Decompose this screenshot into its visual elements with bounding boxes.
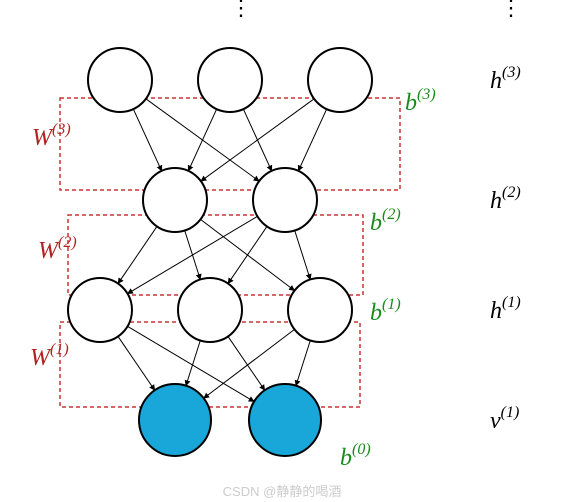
ellipsis-icon: ⋮ — [230, 0, 252, 20]
bias-label: b(2) — [370, 206, 401, 236]
network-diagram: ⋮ ⋮ W(3) W(2) W(1) b(3) b(2) b(1) b(0) h(3) h(2) h(… — [0, 0, 564, 502]
watermark: CSDN @静静的喝酒 — [223, 484, 342, 499]
edge — [296, 340, 310, 385]
bias-label: b(0) — [340, 441, 371, 471]
hidden-node — [288, 278, 352, 342]
hidden-node — [253, 168, 317, 232]
bias-label: b(3) — [405, 86, 436, 116]
hidden-node — [68, 278, 132, 342]
hidden-node — [178, 278, 242, 342]
layer-label: v(1) — [490, 404, 519, 434]
hidden-node — [143, 168, 207, 232]
bias-label: b(1) — [370, 296, 401, 326]
weight-label: W(1) — [30, 341, 69, 371]
edge — [295, 230, 311, 279]
weight-label: W(3) — [32, 121, 71, 151]
weight-boxes — [60, 98, 400, 407]
nodes-group — [68, 48, 372, 456]
edge — [118, 336, 155, 390]
layer-label: h(3) — [490, 64, 521, 94]
edges-group — [118, 99, 327, 402]
edge — [228, 226, 267, 283]
edge — [228, 336, 265, 390]
edge — [118, 226, 157, 283]
edge — [201, 99, 314, 181]
layer-label: h(1) — [490, 294, 521, 324]
hidden-node — [308, 48, 372, 112]
layer-label: h(2) — [490, 184, 521, 214]
edge — [298, 109, 326, 171]
visible-node — [139, 384, 211, 456]
edge — [188, 109, 216, 171]
hidden-node — [88, 48, 152, 112]
visible-node — [249, 384, 321, 456]
weight-label: W(2) — [38, 234, 77, 264]
ellipsis-icon: ⋮ — [500, 0, 522, 20]
edge — [186, 340, 200, 385]
edge — [133, 109, 161, 171]
hidden-node — [198, 48, 262, 112]
